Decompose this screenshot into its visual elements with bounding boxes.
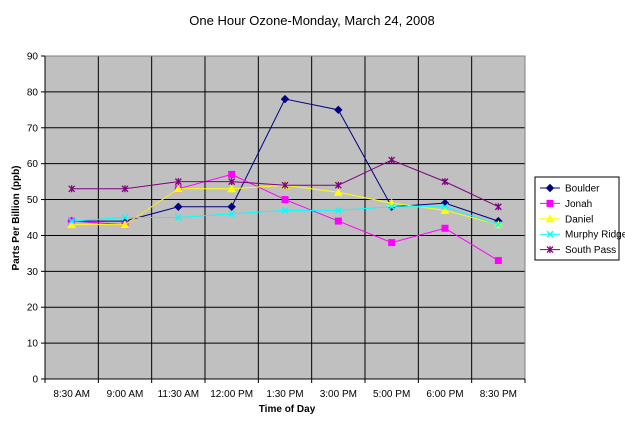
series-group xyxy=(67,94,503,265)
legend-label: Daniel xyxy=(565,214,593,225)
y-tick-label: 0 xyxy=(32,375,38,386)
y-tick-label: 10 xyxy=(27,339,39,350)
data-point xyxy=(228,210,236,218)
data-point xyxy=(227,202,236,211)
data-point xyxy=(388,239,396,247)
x-tick-label: 8:30 AM xyxy=(53,389,90,400)
data-point xyxy=(334,206,342,214)
legend-label: South Pass xyxy=(565,245,616,256)
legend-item-boulder: Boulder xyxy=(540,184,600,195)
y-tick-label: 90 xyxy=(27,52,39,63)
chart-title: One Hour Ozone-Monday, March 24, 2008 xyxy=(189,13,434,28)
data-point xyxy=(494,203,502,211)
data-point xyxy=(68,217,76,225)
data-point xyxy=(494,221,502,229)
data-point xyxy=(281,196,289,204)
data-point xyxy=(121,214,129,221)
x-tick-label: 1:30 PM xyxy=(266,389,303,400)
data-point xyxy=(546,230,554,238)
y-tick-label: 80 xyxy=(27,87,39,98)
legend: Boulder Jonah Daniel Murphy Ridge South Pass xyxy=(534,176,625,261)
data-point xyxy=(388,203,396,211)
legend-item-murphy-ridge: Murphy Ridge xyxy=(540,230,625,241)
data-point xyxy=(546,246,554,254)
legend-label: Murphy Ridge xyxy=(565,230,625,241)
data-point xyxy=(174,202,183,211)
plot-area xyxy=(45,56,525,379)
data-point xyxy=(228,178,236,186)
data-point xyxy=(545,214,555,223)
x-tick-label: 11:30 AM xyxy=(158,389,200,400)
series-south-pass xyxy=(68,156,502,211)
data-point xyxy=(68,185,76,193)
data-point xyxy=(121,185,129,193)
data-point xyxy=(441,224,449,232)
x-tick-label: 3:00 PM xyxy=(320,389,357,400)
x-tick-label: 9:00 AM xyxy=(107,389,144,400)
y-axis-label: Parts Per Billion (ppb) xyxy=(11,165,22,270)
data-point xyxy=(227,184,237,193)
legend-item-jonah: Jonah xyxy=(540,199,592,210)
data-point xyxy=(174,178,182,186)
data-point xyxy=(228,170,236,178)
x-tick-label: 8:30 PM xyxy=(480,389,517,400)
data-point xyxy=(334,181,342,189)
data-point xyxy=(173,184,183,193)
data-point xyxy=(441,203,449,211)
data-point xyxy=(546,199,554,207)
x-tick-label: 12:00 PM xyxy=(210,389,253,400)
y-axis-ticks: 0 10 20 30 40 50 60 70 80 90 xyxy=(27,52,45,386)
data-point xyxy=(334,105,343,115)
legend-item-south-pass: South Pass xyxy=(540,245,616,256)
series-murphy-ridge xyxy=(68,203,502,229)
data-point xyxy=(545,183,555,193)
y-tick-label: 40 xyxy=(27,231,39,242)
y-tick-label: 30 xyxy=(27,267,39,278)
data-point xyxy=(281,181,289,189)
data-point xyxy=(120,220,130,229)
y-tick-label: 50 xyxy=(27,195,39,206)
data-point xyxy=(333,187,343,196)
legend-label: Jonah xyxy=(565,199,592,210)
y-tick-label: 60 xyxy=(27,159,39,170)
data-point xyxy=(494,257,502,265)
y-tick-label: 20 xyxy=(27,303,39,314)
data-point xyxy=(441,178,449,186)
legend-label: Boulder xyxy=(565,184,600,195)
x-axis-ticks: 8:30 AM 9:00 AM 11:30 AM 12:00 PM 1:30 PM 3:0… xyxy=(44,379,526,400)
data-point xyxy=(280,94,290,104)
x-tick-label: 6:00 PM xyxy=(426,389,463,400)
data-point xyxy=(67,220,77,229)
data-point xyxy=(281,206,289,214)
x-axis-label: Time of Day xyxy=(259,404,316,415)
data-point xyxy=(388,156,396,164)
legend-item-daniel: Daniel xyxy=(540,214,593,225)
y-tick-label: 70 xyxy=(27,123,39,134)
data-point xyxy=(174,214,182,221)
x-tick-label: 5:00 PM xyxy=(373,389,410,400)
axes xyxy=(44,55,526,380)
data-point xyxy=(334,217,342,225)
data-point xyxy=(440,205,450,214)
